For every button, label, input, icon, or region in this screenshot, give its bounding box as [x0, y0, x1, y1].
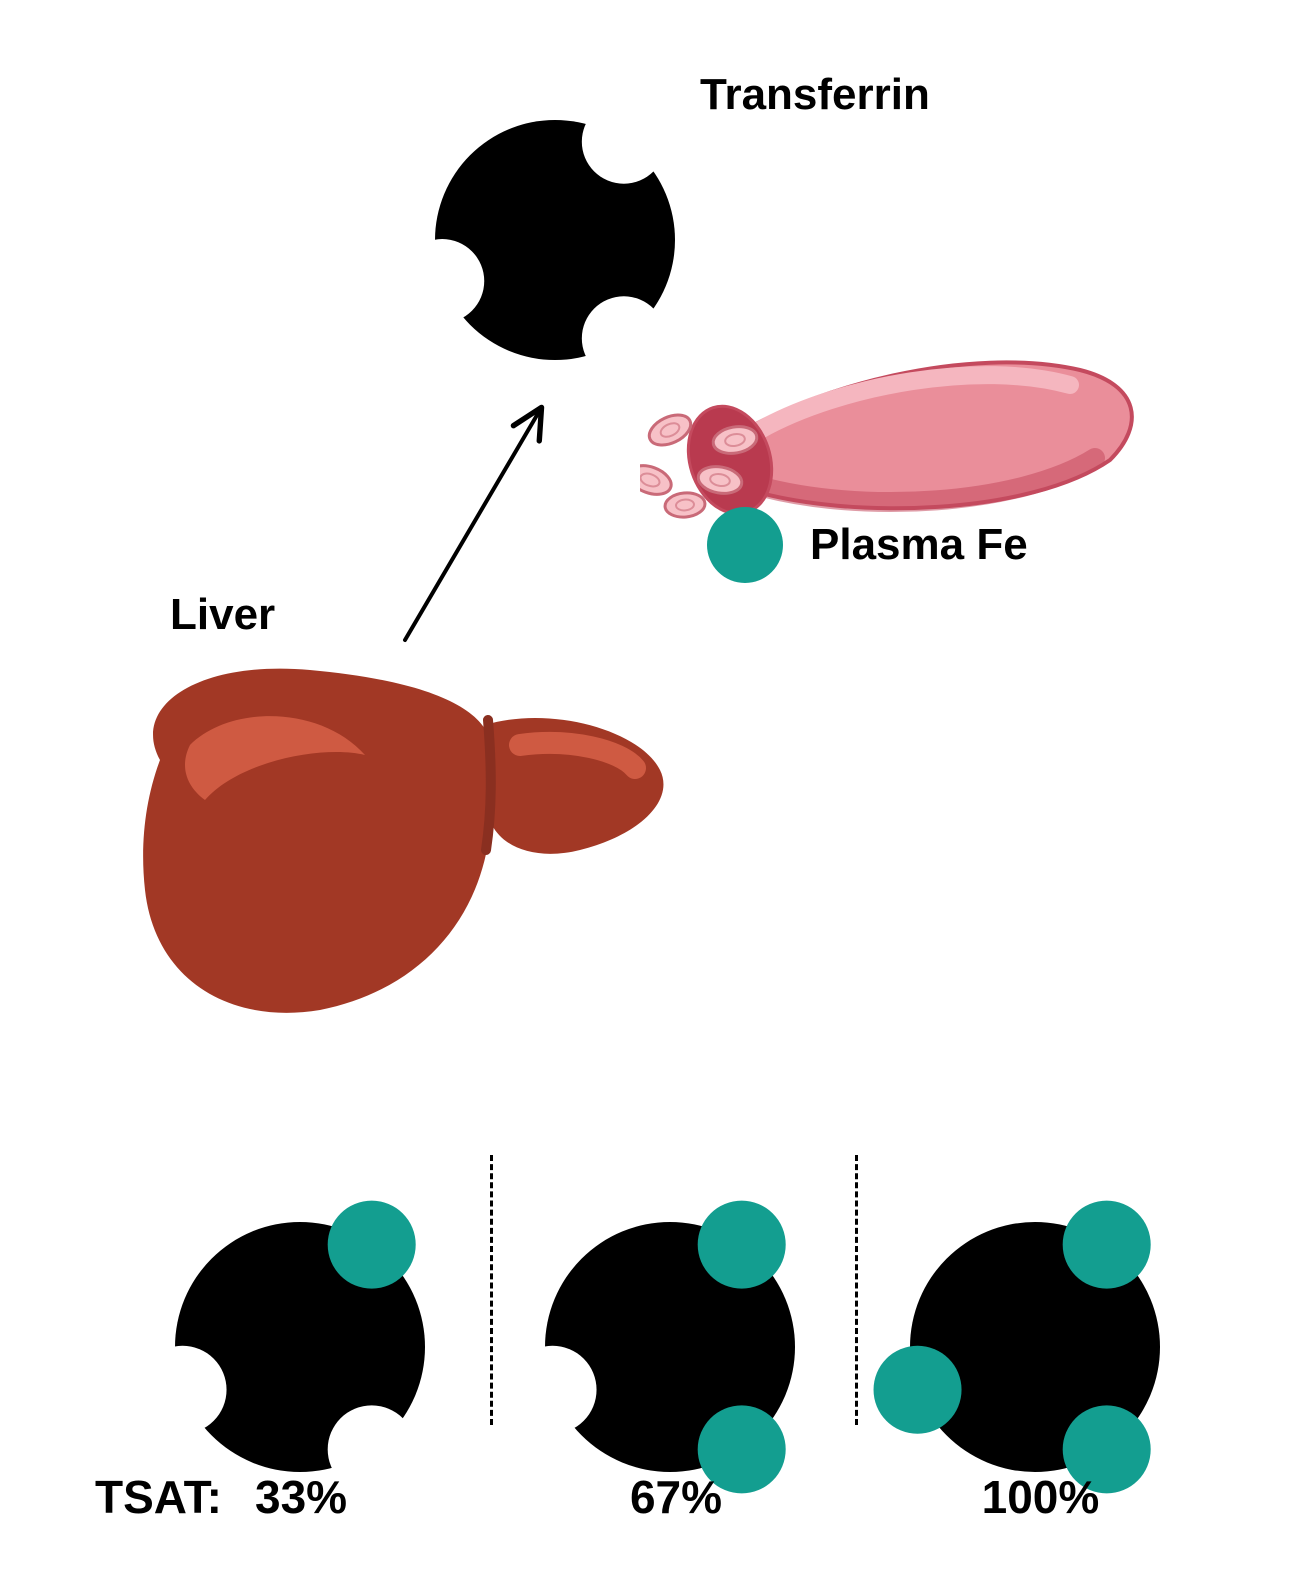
arrow-liver-to-transferrin-icon [385, 390, 560, 660]
tsat-divider-1 [855, 1155, 858, 1425]
liver-label: Liver [170, 590, 275, 640]
plasma-fe-label: Plasma Fe [810, 520, 1028, 570]
tsat-value-label-1: 67% [630, 1470, 722, 1524]
tsat-divider-0 [490, 1155, 493, 1425]
tsat-value-label-0: 33% [255, 1470, 347, 1524]
tsat-prefix-label: TSAT: [95, 1470, 222, 1524]
plasma-fe-dot-icon [703, 503, 787, 587]
blood-vessel-icon [640, 330, 1160, 530]
transferrin-label: Transferrin [700, 70, 930, 120]
liver-icon [120, 650, 680, 1030]
tsat-value-label-2: 100% [982, 1470, 1100, 1524]
